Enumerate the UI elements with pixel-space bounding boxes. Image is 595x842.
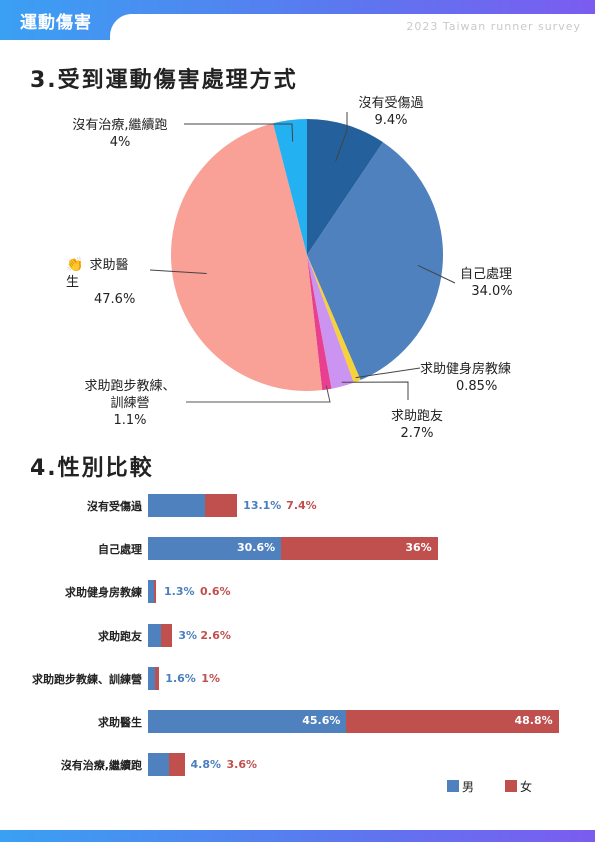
bottom-banner xyxy=(0,830,595,842)
bar-chart-title: 4.性別比較 xyxy=(30,456,154,481)
pie-value-label: 47.6% xyxy=(94,292,136,307)
clapping-hands-icon: 👏 xyxy=(66,257,84,273)
pie-slice xyxy=(307,142,443,380)
legend-male: 男 xyxy=(447,778,474,795)
pie-label: 求助跑步教練、 訓練營 1.1% xyxy=(70,378,190,429)
legend-female-label: 女 xyxy=(520,780,533,794)
bar-male xyxy=(148,537,282,561)
bar-value-male: 1.6% xyxy=(165,671,196,685)
pie-slice xyxy=(307,255,332,391)
pie-slice xyxy=(307,255,354,389)
bar-value-female: 36% xyxy=(405,541,432,555)
pie-label: 沒有受傷過 9.4% xyxy=(346,95,436,129)
pie-leader-line xyxy=(341,381,409,400)
pie-value-label: 0.85% xyxy=(456,379,498,394)
bar-value-female: 2.6% xyxy=(200,628,231,642)
pie-leader-line xyxy=(417,264,456,284)
pie-label: 沒有治療,繼續跑 4% xyxy=(64,117,176,151)
pie-value-label: 4% xyxy=(109,135,131,150)
bar-value-female: 7.4% xyxy=(286,499,317,512)
section-tag: 運動傷害 xyxy=(20,13,92,33)
pie-value-label: 34.0% xyxy=(471,284,513,299)
pie-label-name: 自己處理 xyxy=(459,267,512,282)
bar-male xyxy=(148,580,154,604)
legend-male-swatch xyxy=(447,780,459,792)
bar-category-label: 自己處理 xyxy=(98,543,142,557)
pie-value-label: 2.7% xyxy=(400,426,434,441)
pie-label: 求助健身房教練 0.85% xyxy=(420,361,540,395)
pie-label-name: 求助跑步教練、 xyxy=(84,379,176,394)
pie-label-name: 沒有受傷過 xyxy=(358,96,424,111)
pie-label-name: 👏 求助醫生 xyxy=(66,257,129,290)
bar-value-male: 4.8% xyxy=(190,758,222,772)
bar-female xyxy=(204,494,238,517)
bar-value-male: 45.6% xyxy=(302,714,341,727)
bar-female xyxy=(346,710,559,733)
pie-label: 求助跑友 2.7% xyxy=(387,408,447,442)
bar-value-male: 3% xyxy=(178,628,198,642)
pie-leader-line xyxy=(184,123,294,142)
bar-male xyxy=(148,623,162,647)
legend-male-label: 男 xyxy=(462,780,475,794)
pie-leader-line xyxy=(186,385,331,403)
survey-caption: 2023 Taiwan runner survey xyxy=(406,20,581,33)
bar-female xyxy=(161,623,173,647)
pie-slice xyxy=(273,119,307,255)
bar-category-label: 求助跑步教練、訓練營 xyxy=(32,672,142,686)
pie-leader-line xyxy=(149,269,207,274)
legend-female-swatch xyxy=(505,780,517,792)
pie-slice xyxy=(170,123,323,391)
top-banner-cutout xyxy=(110,14,595,40)
pie-slice xyxy=(307,119,383,255)
pie-label: 👏 求助醫生 47.6% xyxy=(66,257,136,308)
bar-value-male: 1.3% xyxy=(164,585,195,599)
pie-label: 自己處理 34.0% xyxy=(451,266,521,300)
bar-male xyxy=(148,710,347,733)
legend-female: 女 xyxy=(505,778,532,795)
pie-chart-title: 3.受到運動傷害處理方式 xyxy=(30,68,298,93)
pie-leader-line xyxy=(335,112,348,162)
pie-label-name: 求助健身房教練 xyxy=(420,362,512,377)
pie-label-name: 沒有治療,繼續跑 xyxy=(72,118,168,133)
bar-male xyxy=(148,666,155,690)
bar-value-male: 13.1% xyxy=(243,499,282,512)
bar-female xyxy=(281,537,438,561)
bar-category-label: 求助醫生 xyxy=(98,716,142,729)
bar-female xyxy=(153,580,157,604)
bar-category-label: 沒有受傷過 xyxy=(87,500,142,513)
bar-male xyxy=(148,753,169,777)
bar-value-female: 48.8% xyxy=(514,714,553,727)
pie-value-label: 1.1% xyxy=(113,413,147,428)
pie-label-name: 求助跑友 xyxy=(390,409,443,424)
pie-value-label: 9.4% xyxy=(374,113,408,128)
bar-category-label: 求助健身房教練 xyxy=(65,586,142,600)
pie-label-name: 訓練營 xyxy=(110,396,150,411)
bar-female xyxy=(168,753,185,777)
bar-female xyxy=(154,666,160,690)
bar-value-female: 3.6% xyxy=(226,758,258,772)
pie-leader-line xyxy=(355,367,421,379)
bar-value-female: 1% xyxy=(201,671,220,685)
bar-male xyxy=(148,494,205,517)
bar-value-female: 0.6% xyxy=(200,585,231,599)
bar-value-male: 30.6% xyxy=(236,541,276,555)
pie-chart xyxy=(149,112,456,403)
bar-category-label: 沒有治療,繼續跑 xyxy=(60,759,142,773)
pie-slice xyxy=(307,255,361,383)
bar-category-label: 求助跑友 xyxy=(98,629,142,643)
